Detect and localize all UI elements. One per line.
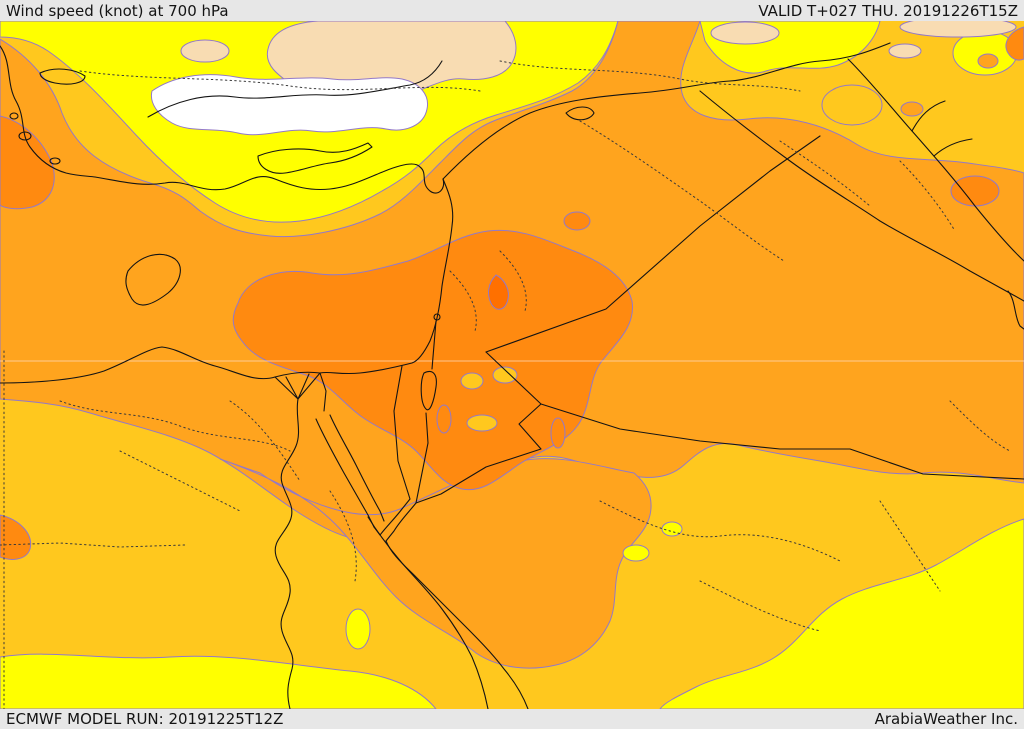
gulf-of-aqaba-east-shore [385, 502, 417, 542]
euphrates-river [699, 90, 1024, 302]
header-bar: Wind speed (knot) at 700 hPa VALID T+027… [0, 0, 1024, 21]
yellow-center-blob-1 [622, 544, 650, 562]
dead-sea [420, 370, 437, 411]
admin-boundaries-dotted [0, 60, 1011, 709]
model-run-label: ECMWF MODEL RUN: 20191225T12Z [6, 710, 284, 728]
egypt-israel-border [393, 365, 411, 500]
deep-orange-corner-spot [1005, 26, 1024, 61]
core-wind-maximum [488, 274, 509, 310]
admin-saudi-4 [949, 400, 1011, 452]
admin-turkey-2 [499, 60, 801, 92]
gold-hole-2 [492, 366, 518, 384]
wheat-top-blob-2 [899, 21, 1017, 38]
gold-hole-1 [460, 372, 484, 390]
aegean-island-1 [18, 131, 32, 141]
lake-van [565, 106, 595, 121]
valid-time-label: VALID T+027 THU. 20191226T15Z [758, 1, 1018, 20]
cyprus-island [257, 142, 373, 174]
rhodes-island [125, 253, 181, 306]
aegean-island-3 [9, 112, 19, 120]
yellow-nile-blob [345, 608, 371, 650]
deep-orange-rift-spot [436, 404, 452, 434]
admin-west-egypt [59, 400, 291, 452]
admin-jordan-1 [449, 270, 477, 332]
admin-jordan-2 [499, 250, 527, 312]
red-sea-saudi-shore [385, 540, 529, 709]
admin-iraq-1 [779, 140, 871, 207]
deep-orange-north-spot [563, 211, 591, 231]
white-calm-region [150, 74, 429, 136]
wheat-top-blob-3 [888, 43, 922, 59]
yellow-center-blob-2 [661, 521, 683, 537]
admin-egypt-1 [119, 450, 241, 512]
orange-spot-east-turkey-1 [900, 101, 924, 117]
fill-light-holes [345, 84, 883, 650]
map-title: Wind speed (knot) at 700 hPa [6, 1, 229, 20]
turkey-south-coast [94, 163, 445, 194]
tigris-tributaries [911, 100, 973, 157]
wheat-west-blob [180, 39, 230, 63]
country-borders-and-coastlines [0, 42, 1024, 709]
admin-egypt-sudan [0, 542, 186, 548]
admin-saudi-1 [599, 500, 841, 562]
yellow-southeast-region [659, 518, 1024, 709]
jordan-rift-line [415, 412, 429, 504]
admin-egypt-3 [329, 490, 357, 582]
wheat-top-blob-1 [710, 21, 780, 45]
gold-hole-east-turkey [821, 84, 883, 126]
sea-of-galilee [433, 313, 441, 321]
black-sea-coast [147, 60, 443, 118]
deep-orange-aegean [0, 115, 55, 210]
turkey-west-coast [0, 45, 96, 178]
gulf-of-suez-west-shore [315, 418, 375, 528]
deep-orange-west-egypt-spot [0, 514, 32, 560]
deep-orange-south-spot [550, 417, 566, 449]
iraq-saudi-border [540, 403, 1024, 480]
yellow-bottom-left-band [0, 653, 437, 709]
admin-saudi-3 [699, 580, 821, 632]
orange-spot-east-turkey-2 [977, 53, 999, 69]
admin-egypt-2 [229, 400, 301, 482]
yellow-top-right-patch-2 [952, 30, 1018, 76]
marmara-sea-outline [39, 68, 86, 85]
admin-iraq-2 [899, 160, 956, 232]
suez-canal [319, 372, 327, 412]
map-canvas [0, 21, 1024, 709]
aegean-island-2 [49, 157, 61, 165]
persian-gulf-tip [1007, 290, 1024, 330]
deep-orange-right-edge-spot [950, 175, 1000, 207]
tigris-river [847, 58, 1024, 262]
jordan-iraq-border [485, 135, 821, 353]
footer-bar: ECMWF MODEL RUN: 20191225T12Z ArabiaWeat… [0, 709, 1024, 729]
attribution-label: ArabiaWeather Inc. [874, 710, 1018, 728]
wind-speed-map [0, 21, 1024, 709]
turkey-syria-border [442, 42, 891, 180]
gulf-of-suez-east-shore [329, 414, 385, 522]
nile-river [274, 398, 300, 709]
jordan-river [431, 320, 437, 370]
gold-hole-3 [466, 414, 498, 432]
levant-coast [319, 178, 454, 375]
